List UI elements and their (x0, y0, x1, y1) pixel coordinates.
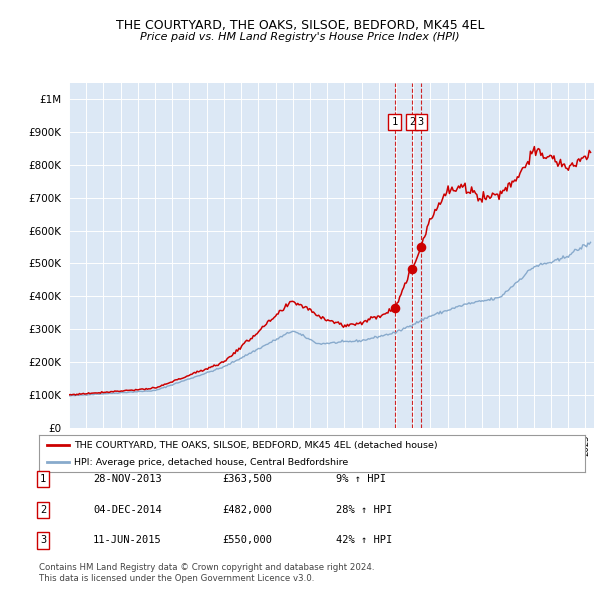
Text: 1: 1 (391, 117, 398, 127)
Text: THE COURTYARD, THE OAKS, SILSOE, BEDFORD, MK45 4EL: THE COURTYARD, THE OAKS, SILSOE, BEDFORD… (116, 19, 484, 32)
Text: Price paid vs. HM Land Registry's House Price Index (HPI): Price paid vs. HM Land Registry's House … (140, 32, 460, 42)
Text: 28-NOV-2013: 28-NOV-2013 (93, 474, 162, 484)
Text: 2: 2 (40, 505, 46, 514)
Text: 3: 3 (40, 536, 46, 545)
Point (407, 264, 416, 274)
Text: 2: 2 (409, 117, 415, 127)
Text: This data is licensed under the Open Government Licence v3.0.: This data is licensed under the Open Gov… (39, 574, 314, 583)
Text: £482,000: £482,000 (222, 505, 272, 514)
Text: 3: 3 (418, 117, 424, 127)
Text: £550,000: £550,000 (222, 536, 272, 545)
Text: 11-JUN-2015: 11-JUN-2015 (93, 536, 162, 545)
Text: THE COURTYARD, THE OAKS, SILSOE, BEDFORD, MK45 4EL (detached house): THE COURTYARD, THE OAKS, SILSOE, BEDFORD… (74, 441, 438, 450)
Text: Contains HM Land Registry data © Crown copyright and database right 2024.: Contains HM Land Registry data © Crown c… (39, 563, 374, 572)
Text: HPI: Average price, detached house, Central Bedfordshire: HPI: Average price, detached house, Cent… (74, 458, 349, 467)
Text: 9% ↑ HPI: 9% ↑ HPI (336, 474, 386, 484)
Text: £363,500: £363,500 (222, 474, 272, 484)
Text: 42% ↑ HPI: 42% ↑ HPI (336, 536, 392, 545)
Point (416, 242, 425, 252)
Text: 28% ↑ HPI: 28% ↑ HPI (336, 505, 392, 514)
Point (390, 303, 400, 313)
Text: 1: 1 (40, 474, 46, 484)
Text: 04-DEC-2014: 04-DEC-2014 (93, 505, 162, 514)
